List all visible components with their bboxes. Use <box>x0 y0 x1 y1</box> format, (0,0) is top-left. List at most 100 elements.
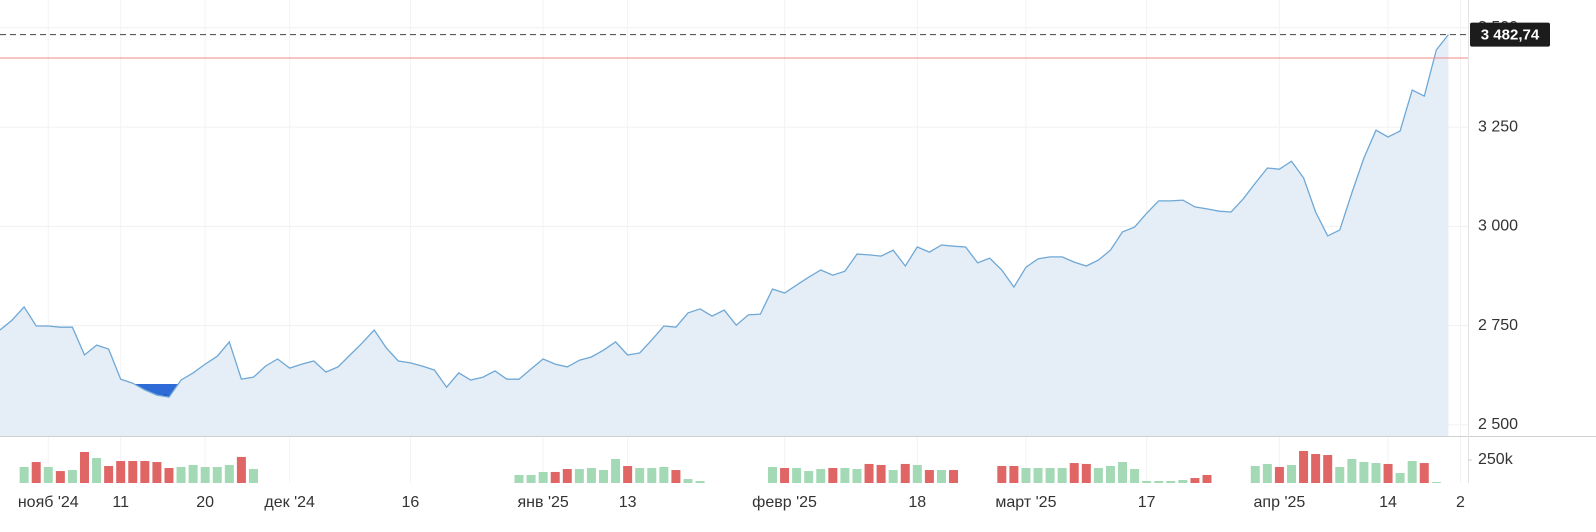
volume-bar <box>1166 480 1176 483</box>
volume-bar <box>1347 458 1357 483</box>
volume-bar <box>1431 481 1441 483</box>
volume-bar <box>635 468 645 483</box>
volume-bar <box>1045 468 1055 483</box>
x-tick-label: 20 <box>196 494 214 511</box>
x-tick-label: апр '25 <box>1254 494 1306 511</box>
volume-bar <box>864 463 874 483</box>
volume-bar <box>912 464 922 483</box>
volume-bar <box>1383 463 1393 483</box>
x-tick-label: нояб '24 <box>18 494 79 511</box>
volume-bar <box>876 464 886 483</box>
volume-bar <box>780 468 790 483</box>
y-tick-label: 3 250 <box>1478 118 1518 135</box>
volume-bar <box>224 464 234 483</box>
volume-bar <box>840 468 850 483</box>
volume-bar <box>55 471 65 483</box>
volume-bar <box>538 471 548 483</box>
volume-bar <box>888 470 898 483</box>
volume-tick-label: 250k <box>1478 451 1514 468</box>
last-price-box <box>1470 22 1550 47</box>
x-tick-label: март '25 <box>995 494 1056 511</box>
volume-bar <box>79 451 89 483</box>
volume-bar <box>659 466 669 483</box>
volume-bar <box>599 470 608 483</box>
x-tick-label: 2 <box>1456 494 1465 511</box>
y-tick-label: 3 000 <box>1478 218 1518 235</box>
volume-bar <box>949 470 959 483</box>
volume-bar <box>1419 463 1429 483</box>
price-line <box>0 34 1449 398</box>
volume-bar <box>767 466 777 483</box>
volume-bar <box>164 468 174 483</box>
volume-bar <box>248 469 258 483</box>
volume-bar <box>695 480 705 483</box>
volume-bar <box>1407 461 1417 483</box>
volume-bar <box>1190 478 1200 483</box>
volume-bar <box>1033 468 1043 483</box>
volume-bar <box>623 465 633 483</box>
volume-bar <box>1142 480 1152 483</box>
volume-bar <box>1395 472 1405 483</box>
x-tick-label: февр '25 <box>752 494 817 511</box>
volume-bar <box>67 470 77 483</box>
volume-bar <box>550 471 560 483</box>
x-tick-label: 17 <box>1138 494 1156 511</box>
volume-bar <box>31 462 41 483</box>
x-tick-label: 13 <box>619 494 637 511</box>
volume-bar <box>1105 465 1115 483</box>
volume-bar <box>526 474 536 483</box>
volume-bar <box>1118 462 1128 483</box>
volume-bar <box>683 479 693 483</box>
volume-bar <box>1057 468 1067 483</box>
volume-bar <box>1081 463 1091 483</box>
x-tick-label: дек '24 <box>264 494 315 511</box>
volume-bar <box>1323 455 1333 483</box>
area <box>0 34 1449 436</box>
volume-bar <box>43 466 53 483</box>
volume-bar <box>116 461 126 483</box>
volume-bar <box>1286 464 1296 483</box>
volume-bar <box>176 466 186 483</box>
x-tick-label: 11 <box>112 494 129 511</box>
volume-bar <box>1021 468 1031 483</box>
x-tick-label: 16 <box>401 494 419 511</box>
volume-bar <box>1069 463 1079 483</box>
y-tick-label: 2 750 <box>1478 317 1518 334</box>
last-price-label: 3 482,74 <box>1481 27 1540 44</box>
volume-bar <box>562 469 572 483</box>
x-tick-label: янв '25 <box>518 494 569 511</box>
volume-bar <box>152 462 162 483</box>
y-tick-label: 2 500 <box>1478 416 1518 433</box>
volume-bar <box>128 461 138 483</box>
volume-bar <box>1274 466 1284 483</box>
volume-bar <box>1154 480 1164 483</box>
volume-bar <box>792 468 802 483</box>
volume-bar <box>1130 469 1140 483</box>
volume-bar <box>671 470 681 483</box>
volume-bar <box>900 463 910 483</box>
volume-bar <box>574 469 584 483</box>
volume-bar <box>1009 465 1019 483</box>
volume-bar <box>1178 479 1188 483</box>
volume-bar <box>1299 450 1309 483</box>
volume-bar <box>92 457 102 483</box>
volume-bar <box>936 470 946 483</box>
volume-bar <box>1093 468 1103 483</box>
volume-bar <box>236 456 246 483</box>
volume-bar <box>19 466 29 483</box>
x-tick-label: 18 <box>908 494 926 511</box>
volume-bar <box>188 464 198 483</box>
volume-bar <box>816 469 826 483</box>
volume-bar <box>804 471 814 483</box>
volume-bar <box>1250 465 1260 483</box>
volume-bar <box>586 468 596 483</box>
volume-bar <box>514 474 524 483</box>
volume-bar <box>828 468 838 483</box>
volume-bar <box>212 466 222 483</box>
volume-bar <box>1262 463 1272 483</box>
volume-bar <box>997 465 1007 483</box>
x-tick-label: 14 <box>1379 494 1397 511</box>
volume-bar <box>200 466 210 483</box>
volume-bar <box>647 468 657 483</box>
volume-bar <box>1371 463 1381 483</box>
